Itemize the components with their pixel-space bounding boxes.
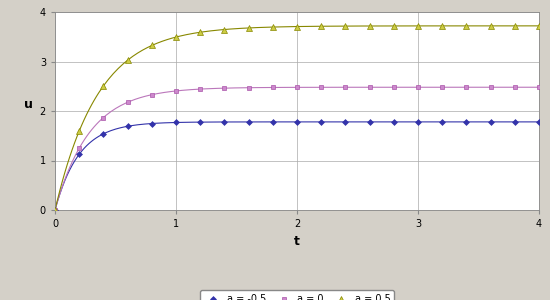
a = 0.5 — [415, 24, 421, 28]
a = 0 — [390, 85, 397, 89]
a = 0.5 — [318, 24, 324, 28]
a = 0 — [148, 93, 155, 97]
a = 0.5 — [439, 24, 446, 28]
a = -0.5 — [197, 120, 204, 124]
a = -0.5 — [463, 120, 470, 124]
a = 0 — [100, 116, 107, 119]
a = 0.5 — [463, 24, 470, 28]
a = -0.5 — [245, 120, 252, 124]
a = -0.5 — [294, 120, 300, 124]
a = 0 — [415, 85, 421, 89]
a = 0 — [173, 89, 179, 93]
a = -0.5 — [100, 132, 107, 136]
Line: a = -0.5: a = -0.5 — [53, 120, 541, 212]
Line: a = 0.5: a = 0.5 — [52, 23, 542, 213]
a = 0 — [512, 85, 518, 89]
a = -0.5 — [124, 124, 131, 128]
a = -0.5 — [512, 120, 518, 124]
a = -0.5 — [487, 120, 494, 124]
a = -0.5 — [76, 152, 82, 156]
a = 0 — [76, 146, 82, 150]
a = -0.5 — [415, 120, 421, 124]
a = 0 — [536, 85, 542, 89]
Line: a = 0: a = 0 — [53, 85, 541, 212]
X-axis label: t: t — [294, 235, 300, 248]
a = 0 — [124, 100, 131, 104]
a = -0.5 — [318, 120, 324, 124]
a = 0.5 — [342, 24, 349, 28]
a = -0.5 — [173, 121, 179, 124]
Y-axis label: u: u — [24, 98, 33, 111]
a = 0.5 — [270, 25, 276, 29]
a = 0.5 — [124, 58, 131, 62]
a = 0 — [52, 208, 58, 212]
a = 0.5 — [294, 25, 300, 28]
a = 0 — [221, 86, 228, 90]
a = 0.5 — [221, 28, 228, 31]
a = 0.5 — [197, 31, 204, 34]
a = -0.5 — [148, 122, 155, 125]
a = -0.5 — [52, 208, 58, 212]
a = 0 — [487, 85, 494, 89]
a = 0.5 — [512, 24, 518, 28]
a = 0.5 — [366, 24, 373, 28]
a = -0.5 — [342, 120, 349, 124]
a = 0 — [366, 85, 373, 89]
a = 0.5 — [100, 84, 107, 88]
a = 0 — [197, 87, 204, 91]
a = 0.5 — [148, 44, 155, 47]
a = 0.5 — [173, 35, 179, 39]
a = -0.5 — [390, 120, 397, 124]
a = 0 — [270, 86, 276, 89]
a = 0 — [294, 85, 300, 89]
a = -0.5 — [270, 120, 276, 124]
a = 0 — [318, 85, 324, 89]
a = 0 — [463, 85, 470, 89]
a = 0.5 — [245, 26, 252, 30]
a = -0.5 — [439, 120, 446, 124]
a = -0.5 — [221, 120, 228, 124]
a = 0.5 — [487, 24, 494, 28]
a = -0.5 — [536, 120, 542, 124]
a = 0 — [439, 85, 446, 89]
a = 0.5 — [390, 24, 397, 28]
a = -0.5 — [366, 120, 373, 124]
a = 0.5 — [76, 129, 82, 133]
a = 0.5 — [536, 24, 542, 28]
a = 0.5 — [52, 208, 58, 212]
a = 0 — [342, 85, 349, 89]
Legend: a = -0.5, a = 0, a = 0.5: a = -0.5, a = 0, a = 0.5 — [200, 290, 394, 300]
a = 0 — [245, 86, 252, 89]
